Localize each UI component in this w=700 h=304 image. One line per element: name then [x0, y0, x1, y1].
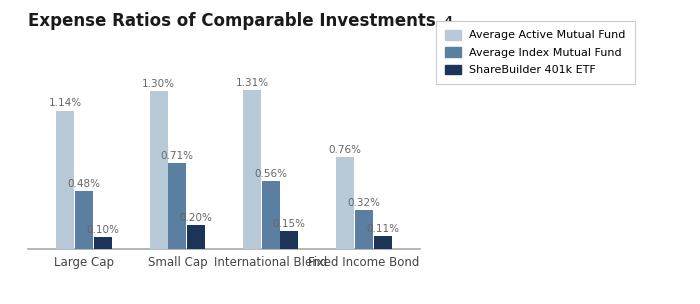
- Legend: Average Active Mutual Fund, Average Index Mutual Fund, ShareBuilder 401k ETF: Average Active Mutual Fund, Average Inde…: [436, 21, 635, 84]
- Bar: [281, 231, 298, 249]
- Text: 1.30%: 1.30%: [142, 79, 175, 89]
- Text: 0.15%: 0.15%: [273, 219, 306, 229]
- Bar: [355, 210, 373, 249]
- Bar: [374, 236, 391, 249]
- Text: 0.11%: 0.11%: [366, 224, 399, 234]
- Text: Expense Ratios of Comparable Investments: Expense Ratios of Comparable Investments: [28, 12, 435, 30]
- Bar: [57, 111, 74, 249]
- Text: 0.48%: 0.48%: [67, 179, 101, 189]
- Text: 1.14%: 1.14%: [49, 98, 82, 109]
- Bar: [150, 91, 167, 249]
- Bar: [243, 90, 261, 249]
- Text: 0.76%: 0.76%: [329, 145, 362, 155]
- Bar: [187, 225, 205, 249]
- Bar: [169, 163, 186, 249]
- Text: 4: 4: [444, 16, 452, 26]
- Text: 0.71%: 0.71%: [161, 151, 194, 161]
- Text: 0.20%: 0.20%: [180, 213, 212, 223]
- Bar: [262, 181, 279, 249]
- Text: 1.31%: 1.31%: [235, 78, 269, 88]
- Bar: [94, 237, 111, 249]
- Text: 0.56%: 0.56%: [254, 169, 287, 179]
- Bar: [337, 157, 354, 249]
- Text: 0.10%: 0.10%: [86, 225, 119, 235]
- Text: 0.32%: 0.32%: [347, 198, 381, 208]
- Bar: [75, 191, 93, 249]
